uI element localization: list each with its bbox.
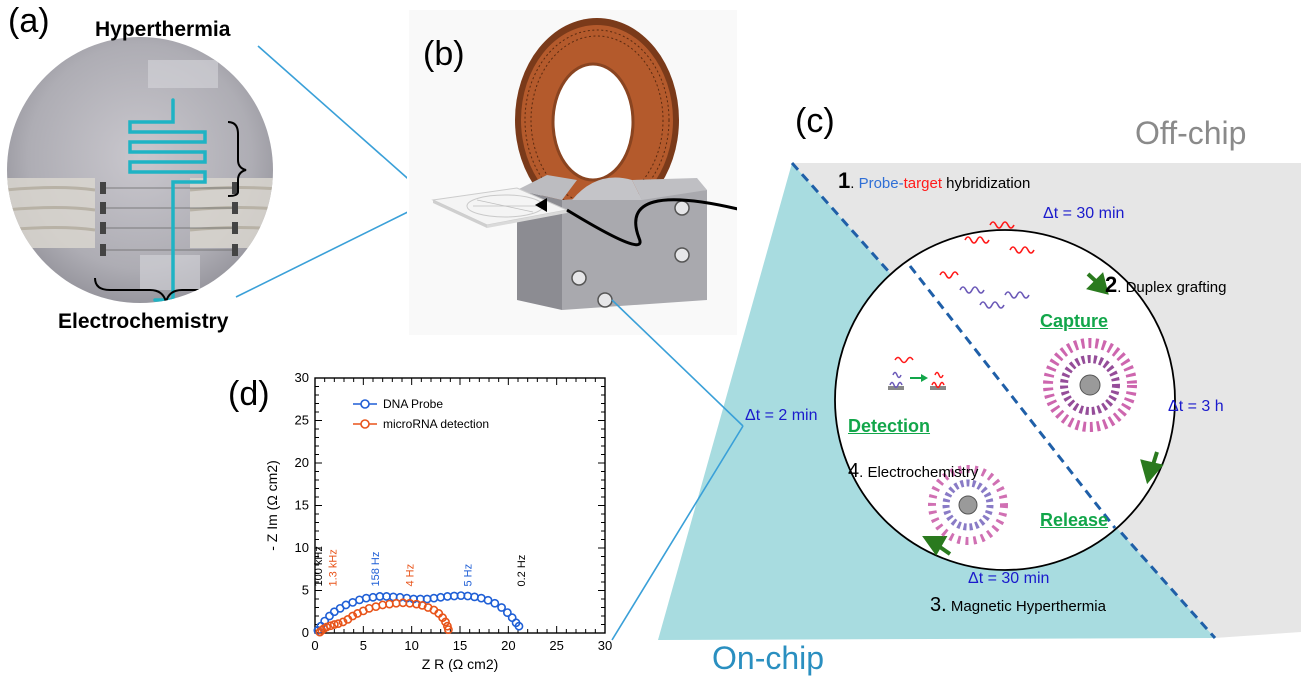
hyperthermia-label: Hyperthermia [95,18,231,41]
panel-d-label: (d) [228,375,270,413]
off-chip-label: Off-chip [1135,115,1247,151]
step1-label: 1. Probe-target hybridization [838,168,1030,194]
panel-d-connectors [611,299,744,641]
step4-number: 4 [848,460,860,482]
dt2-label: Δt = 3 h [1168,398,1224,415]
data-point-dna-probe [325,611,334,621]
y-tick-label: 10 [295,540,309,555]
legend-marker [360,399,370,409]
panel-a-label: (a) [8,2,50,40]
data-point-microrna [441,617,450,627]
panel-b-label: (b) [423,35,465,73]
x-axis-label: Z R (Ω cm2) [422,656,499,672]
panel-b-render [407,10,737,335]
step1-target: target [903,175,942,192]
data-point-microrna [322,622,331,632]
on-chip-label: On-chip [712,640,825,676]
step2-label: 2. Duplex grafting [1105,272,1226,298]
y-tick-label: 0 [302,625,309,640]
x-tick-label: 15 [453,638,467,653]
panel-c-diagram [658,162,1301,640]
x-tick-label: 0 [311,638,318,653]
data-point-microrna [348,611,358,621]
data-point-dna-probe [514,621,524,631]
capture-nanoparticle [1043,338,1137,432]
frequency-annotation: 100 kHz [313,546,325,586]
frequency-annotation: 4 Hz [405,564,417,587]
detection-label: Detection [848,416,931,436]
step3-text: Magnetic Hyperthermia [946,598,1106,615]
data-point-dna-probe [497,603,506,612]
release-label: Release [1040,510,1109,530]
y-tick-label: 5 [302,583,309,598]
x-tick-label: 20 [501,638,515,653]
dna-strands [939,221,1035,309]
electrochemistry-label: Electrochemistry [58,310,229,333]
x-tick-label: 30 [598,638,612,653]
legend-entry: DNA Probe [383,397,443,411]
connector-line-top [257,45,420,191]
panel-a-photo [7,37,420,303]
step3-number: 3. [930,594,947,616]
y-axis-label: - Z Im (Ω cm2) [264,460,280,551]
x-tick-label: 25 [549,638,563,653]
x-tick-label: 5 [360,638,367,653]
y-tick-label: 20 [295,455,309,470]
impedance-chart: 0 5 10 15 20 25 30 0 5 10 15 20 25 30 Z R (Ω cm2) - Z I… [264,370,612,672]
capture-label: Capture [1040,311,1109,331]
step4-text: . Electrochemistry [859,464,979,481]
cycle-arrows [922,272,1164,556]
release-nanoparticle [928,465,1008,545]
step1-number: 1 [838,168,851,193]
data-point-microrna [443,625,453,634]
connector-line-bottom [235,205,420,298]
x-tick-label: 10 [404,638,418,653]
step1-dot: . [850,175,859,192]
step2-text: . Duplex grafting [1117,279,1227,296]
step1-rest: hybridization [941,175,1031,192]
step1-dash: - [898,175,904,192]
step4-label: 4. Electrochemistry [848,460,978,483]
frequency-annotation: 5 Hz [463,564,475,587]
legend-marker [360,419,370,429]
step1-probe: Probe [858,175,899,192]
data-point-microrna [412,599,421,609]
data-point-dna-probe [490,598,500,608]
legend-entry: microRNA detection [383,417,489,431]
frequency-annotation: 158 Hz [370,552,382,587]
frequency-annotation: 1.3 kHz [327,549,339,586]
frequency-annotation: 0.2 Hz [516,555,528,587]
y-tick-label: 25 [295,413,309,428]
step3-label: 3. Magnetic Hyperthermia [930,594,1106,617]
data-point-microrna [329,620,339,629]
detection-electrodes [888,356,946,390]
panel-c-label: (c) [795,102,835,140]
data-point-dna-probe [502,608,512,617]
data-point-microrna [326,621,335,631]
dt4-label: Δt = 2 min [745,407,818,424]
dt3-label: Δt = 30 min [968,570,1050,587]
y-tick-label: 15 [295,498,309,513]
data-point-microrna [333,619,343,629]
y-tick-label: 30 [295,370,309,385]
data-point-microrna [338,617,348,627]
dt1-label: Δt = 30 min [1043,205,1125,222]
step2-number: 2 [1105,272,1118,297]
cycle-circle [834,229,1176,571]
